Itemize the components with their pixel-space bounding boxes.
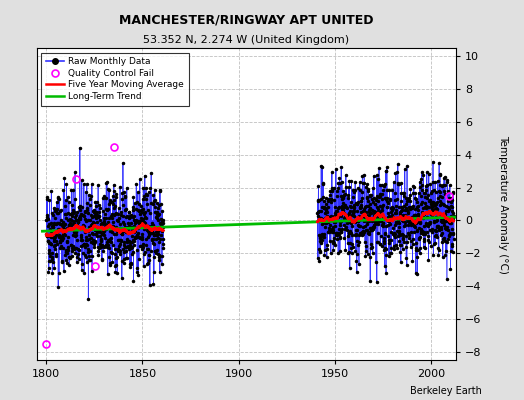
Text: Berkeley Earth: Berkeley Earth [410,386,482,396]
Text: 53.352 N, 2.274 W (United Kingdom): 53.352 N, 2.274 W (United Kingdom) [143,35,350,45]
Text: MANCHESTER/RINGWAY APT UNITED: MANCHESTER/RINGWAY APT UNITED [119,13,374,26]
Y-axis label: Temperature Anomaly (°C): Temperature Anomaly (°C) [498,134,508,274]
Legend: Raw Monthly Data, Quality Control Fail, Five Year Moving Average, Long-Term Tren: Raw Monthly Data, Quality Control Fail, … [41,52,189,106]
